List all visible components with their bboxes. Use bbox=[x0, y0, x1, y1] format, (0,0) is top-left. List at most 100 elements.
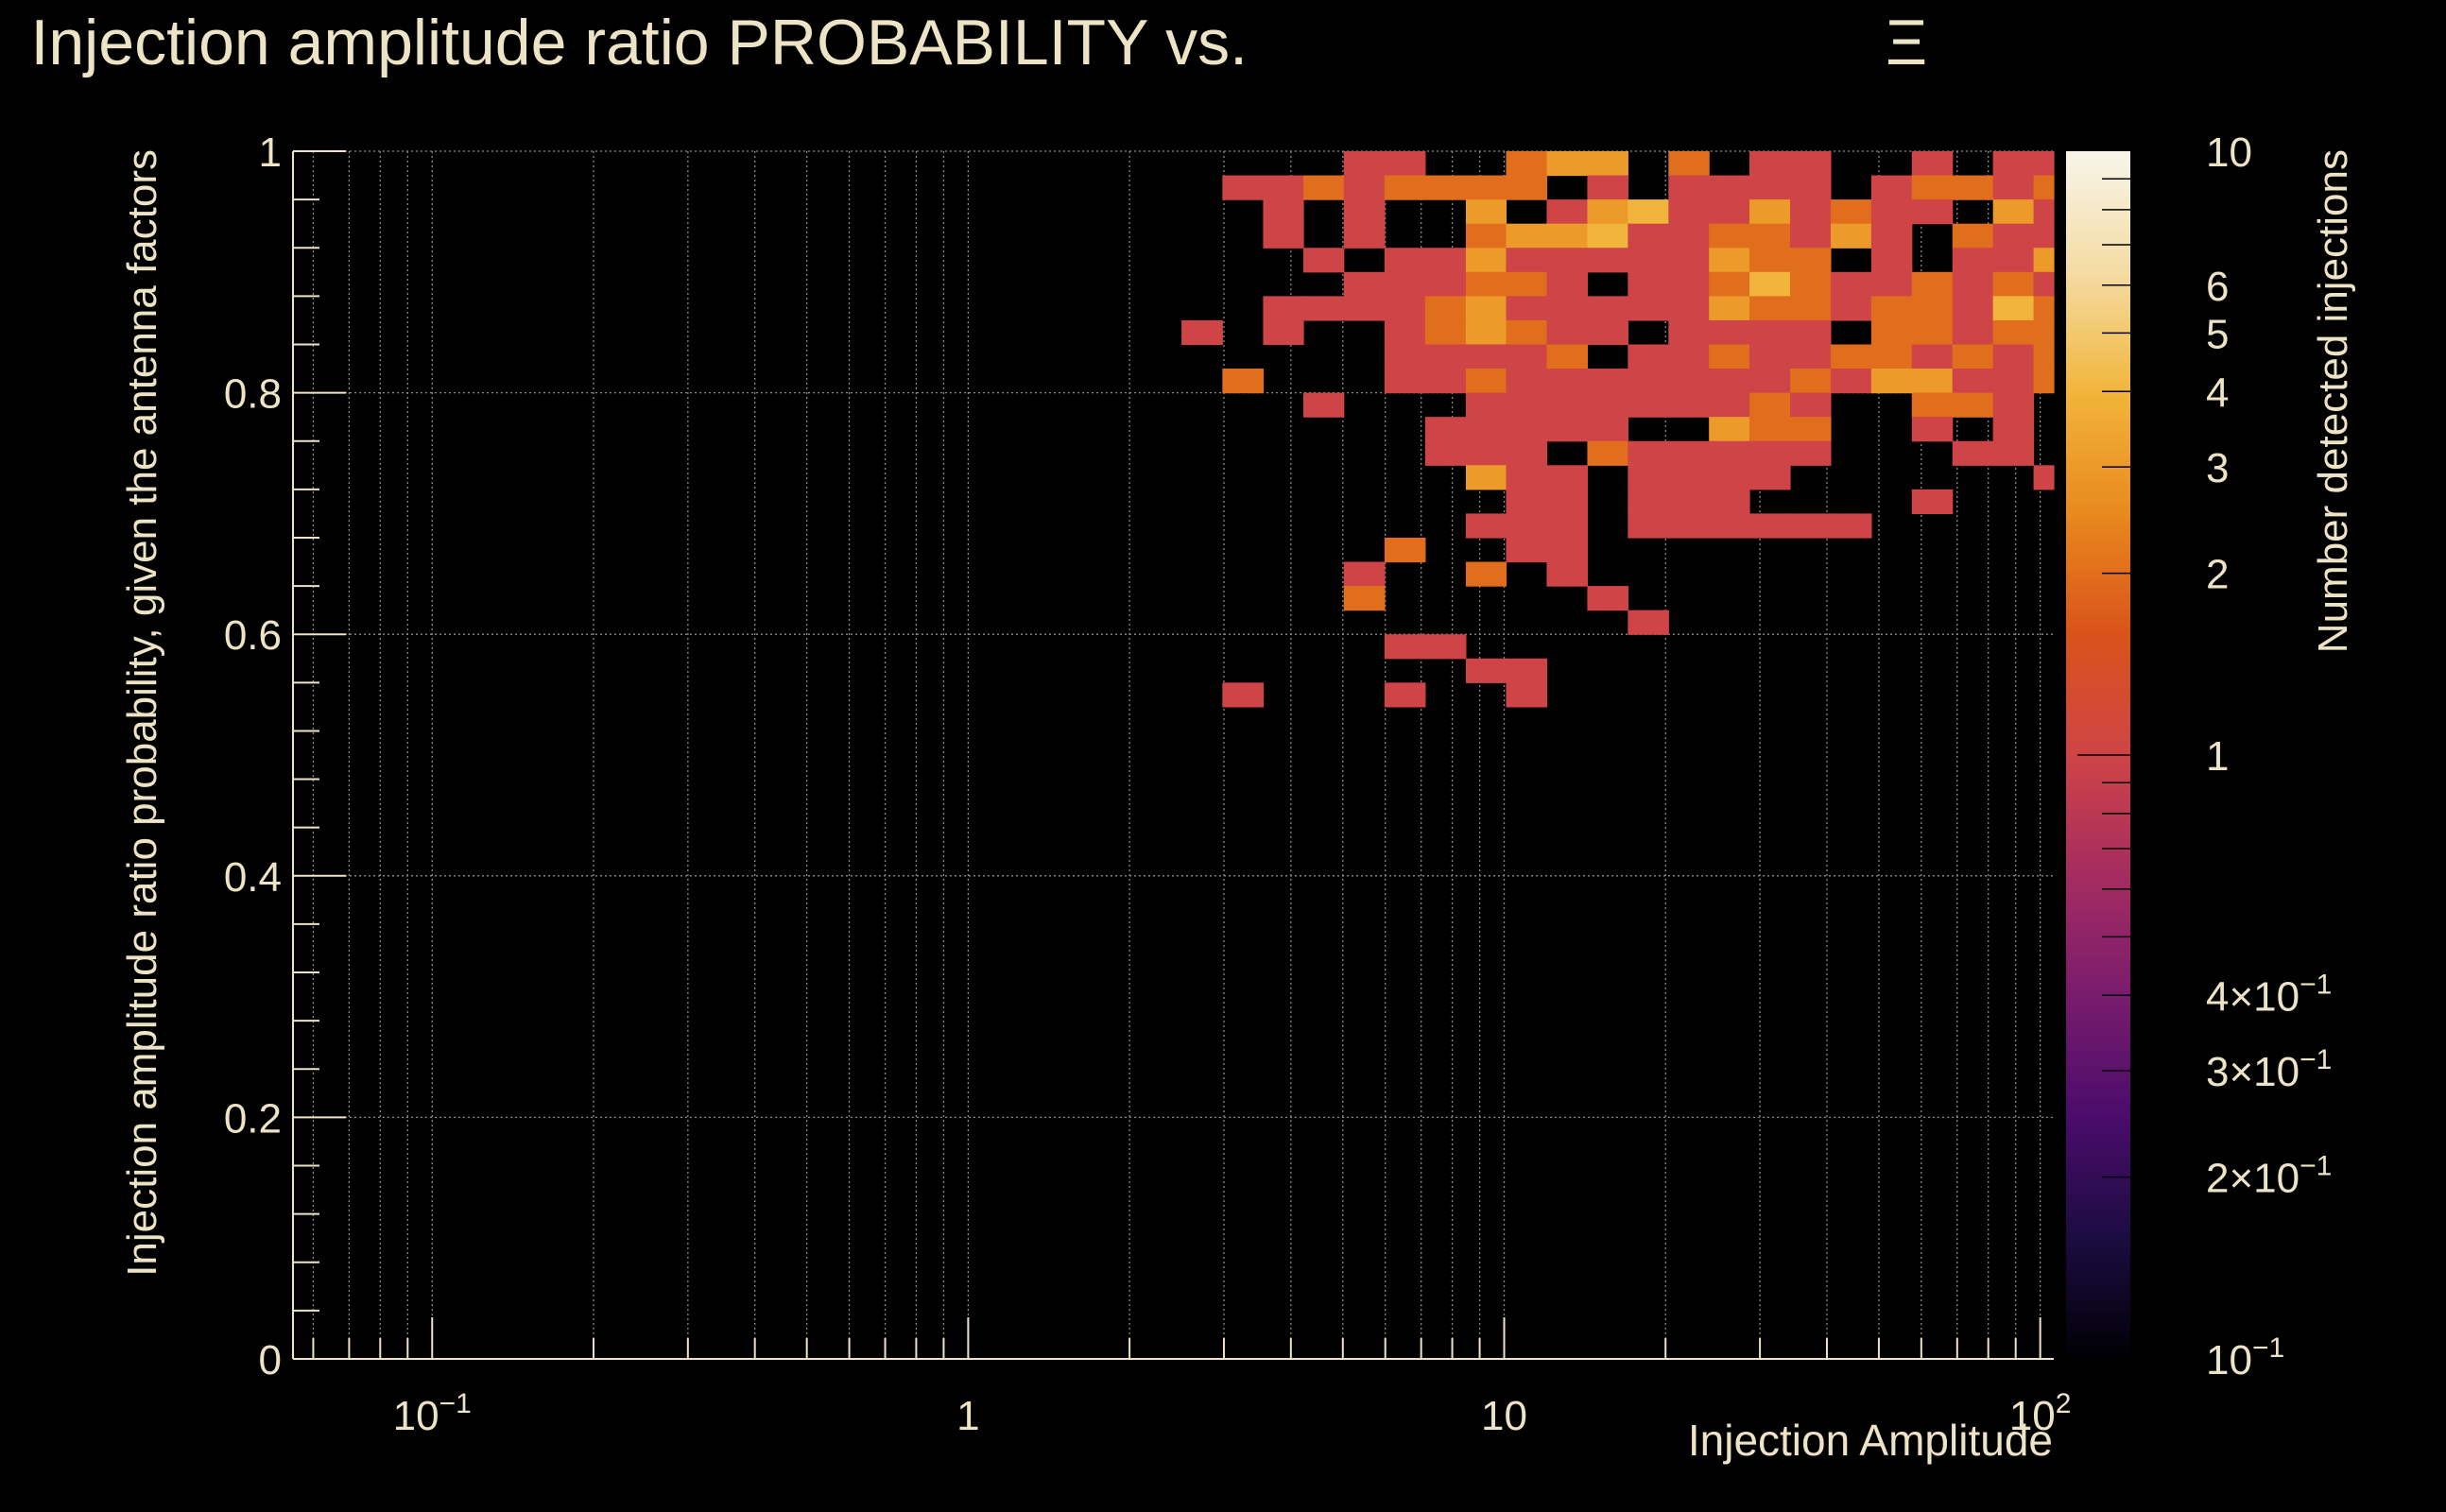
heatmap-cell bbox=[1749, 369, 1791, 394]
heatmap-cell bbox=[1587, 175, 1628, 200]
heatmap-cell bbox=[1384, 296, 1426, 321]
heatmap-cell bbox=[1668, 223, 1710, 249]
heatmap-cell bbox=[1668, 199, 1710, 225]
heatmap-cell bbox=[1952, 344, 1994, 369]
heatmap-cell bbox=[1911, 175, 1954, 200]
heatmap-cell bbox=[1222, 175, 1265, 200]
heatmap-cell bbox=[1587, 319, 1628, 346]
heatmap-cell bbox=[1749, 223, 1791, 249]
heatmap-cell bbox=[1911, 319, 1954, 346]
heatmap-cell bbox=[1628, 344, 1669, 369]
heatmap-cell bbox=[1911, 489, 1954, 514]
heatmap-cell bbox=[1465, 658, 1507, 683]
heatmap-cell bbox=[1952, 319, 1994, 346]
heatmap-cell bbox=[1790, 151, 1832, 177]
chart-title-symbol: Ξ bbox=[1886, 7, 1927, 78]
heatmap-cell bbox=[1587, 440, 1628, 466]
heatmap-cell bbox=[1628, 489, 1669, 514]
heatmap-cell bbox=[1303, 248, 1345, 273]
heatmap-cell bbox=[1709, 440, 1750, 466]
heatmap-cell bbox=[1465, 440, 1507, 466]
heatmap-cell bbox=[1628, 248, 1669, 273]
heatmap-cell bbox=[1668, 369, 1710, 394]
heatmap-cell bbox=[1628, 271, 1669, 297]
heatmap-cell bbox=[1749, 417, 1791, 442]
heatmap-cell bbox=[1992, 151, 2035, 177]
heatmap-cell bbox=[1992, 392, 2035, 418]
heatmap-cell bbox=[1506, 223, 1548, 249]
heatmap-cell bbox=[1546, 151, 1589, 177]
heatmap-cell bbox=[1587, 296, 1628, 321]
heatmap-cell bbox=[2033, 248, 2055, 273]
heatmap-cell bbox=[1424, 296, 1467, 321]
heatmap-cell bbox=[1911, 344, 1954, 369]
heatmap-cell bbox=[1830, 296, 1872, 321]
heatmap-cell bbox=[1465, 296, 1507, 321]
heatmap-cell bbox=[1263, 296, 1304, 321]
heatmap-cell bbox=[1263, 319, 1304, 346]
heatmap-cell bbox=[1952, 440, 1994, 466]
heatmap-cell bbox=[1992, 248, 2035, 273]
heatmap-cell bbox=[1911, 271, 1954, 297]
heatmap-cell bbox=[2033, 319, 2055, 346]
heatmap-cell bbox=[1465, 199, 1507, 225]
heatmap-cell bbox=[1628, 369, 1669, 394]
heatmap-cell bbox=[1465, 223, 1507, 249]
heatmap-cell bbox=[1992, 319, 2035, 346]
heatmap-cell bbox=[1222, 682, 1265, 708]
heatmap-cell bbox=[1303, 392, 1345, 418]
heatmap-cell bbox=[1668, 271, 1710, 297]
y-tick-label: 0.2 bbox=[224, 1095, 282, 1142]
heatmap-cell bbox=[1992, 344, 2035, 369]
heatmap-cell bbox=[2033, 296, 2055, 321]
heatmap-cell bbox=[1546, 248, 1589, 273]
x-tick-labels: 10−1 1 10 102 bbox=[393, 1388, 2072, 1439]
heatmap-cell bbox=[1870, 248, 1913, 273]
heatmap-cell bbox=[1790, 440, 1832, 466]
heatmap-cell bbox=[1587, 417, 1628, 442]
heatmap-cell bbox=[2033, 465, 2055, 490]
heatmap-cell bbox=[1506, 465, 1548, 490]
heatmap-cell bbox=[1343, 223, 1386, 249]
heatmap-cell bbox=[1952, 248, 1994, 273]
y-tick-labels: 0 0.2 0.4 0.6 0.8 1 bbox=[224, 129, 282, 1383]
heatmap-cells bbox=[1181, 151, 2055, 708]
heatmap-cell bbox=[1709, 392, 1750, 418]
heatmap-cell bbox=[1668, 319, 1710, 346]
heatmap-cell bbox=[1911, 296, 1954, 321]
heatmap-cell bbox=[1628, 513, 1669, 539]
heatmap-cell bbox=[1263, 199, 1304, 225]
heatmap-cell bbox=[1424, 417, 1467, 442]
heatmap-cell bbox=[1546, 513, 1589, 539]
heatmap-cell bbox=[1384, 537, 1426, 563]
x-axis-label: Injection Amplitude bbox=[1688, 1416, 2053, 1465]
heatmap-cell bbox=[1668, 151, 1710, 177]
heatmap-cell bbox=[1668, 465, 1710, 490]
heatmap-cell bbox=[1506, 417, 1548, 442]
heatmap-cell bbox=[1384, 248, 1426, 273]
heatmap-cell bbox=[1424, 344, 1467, 369]
heatmap-cell bbox=[1749, 344, 1791, 369]
heatmap-cell bbox=[1952, 223, 1994, 249]
heatmap-cell bbox=[1424, 634, 1467, 660]
heatmap-cell bbox=[2033, 175, 2055, 200]
heatmap-cell bbox=[1709, 175, 1750, 200]
color-bar-tick-label: 10−1 bbox=[2206, 1332, 2284, 1383]
heatmap-cell bbox=[1830, 199, 1872, 225]
color-bar-tick-label: 10 bbox=[2206, 129, 2252, 176]
heatmap-cell bbox=[2033, 151, 2055, 177]
heatmap-cell bbox=[1506, 271, 1548, 297]
heatmap-cell bbox=[1587, 586, 1628, 611]
heatmap-cell bbox=[1343, 271, 1386, 297]
heatmap-cell bbox=[1830, 271, 1872, 297]
heatmap-cell bbox=[1546, 489, 1589, 514]
color-bar-tick-label: 5 bbox=[2206, 311, 2229, 357]
heatmap-cell bbox=[1424, 175, 1467, 200]
heatmap-cell bbox=[1870, 175, 1913, 200]
heatmap-cell bbox=[1870, 296, 1913, 321]
heatmap-cell bbox=[1546, 561, 1589, 587]
heatmap-cell bbox=[1992, 199, 2035, 225]
heatmap-cell bbox=[1506, 489, 1548, 514]
heatmap-cell bbox=[1384, 151, 1426, 177]
